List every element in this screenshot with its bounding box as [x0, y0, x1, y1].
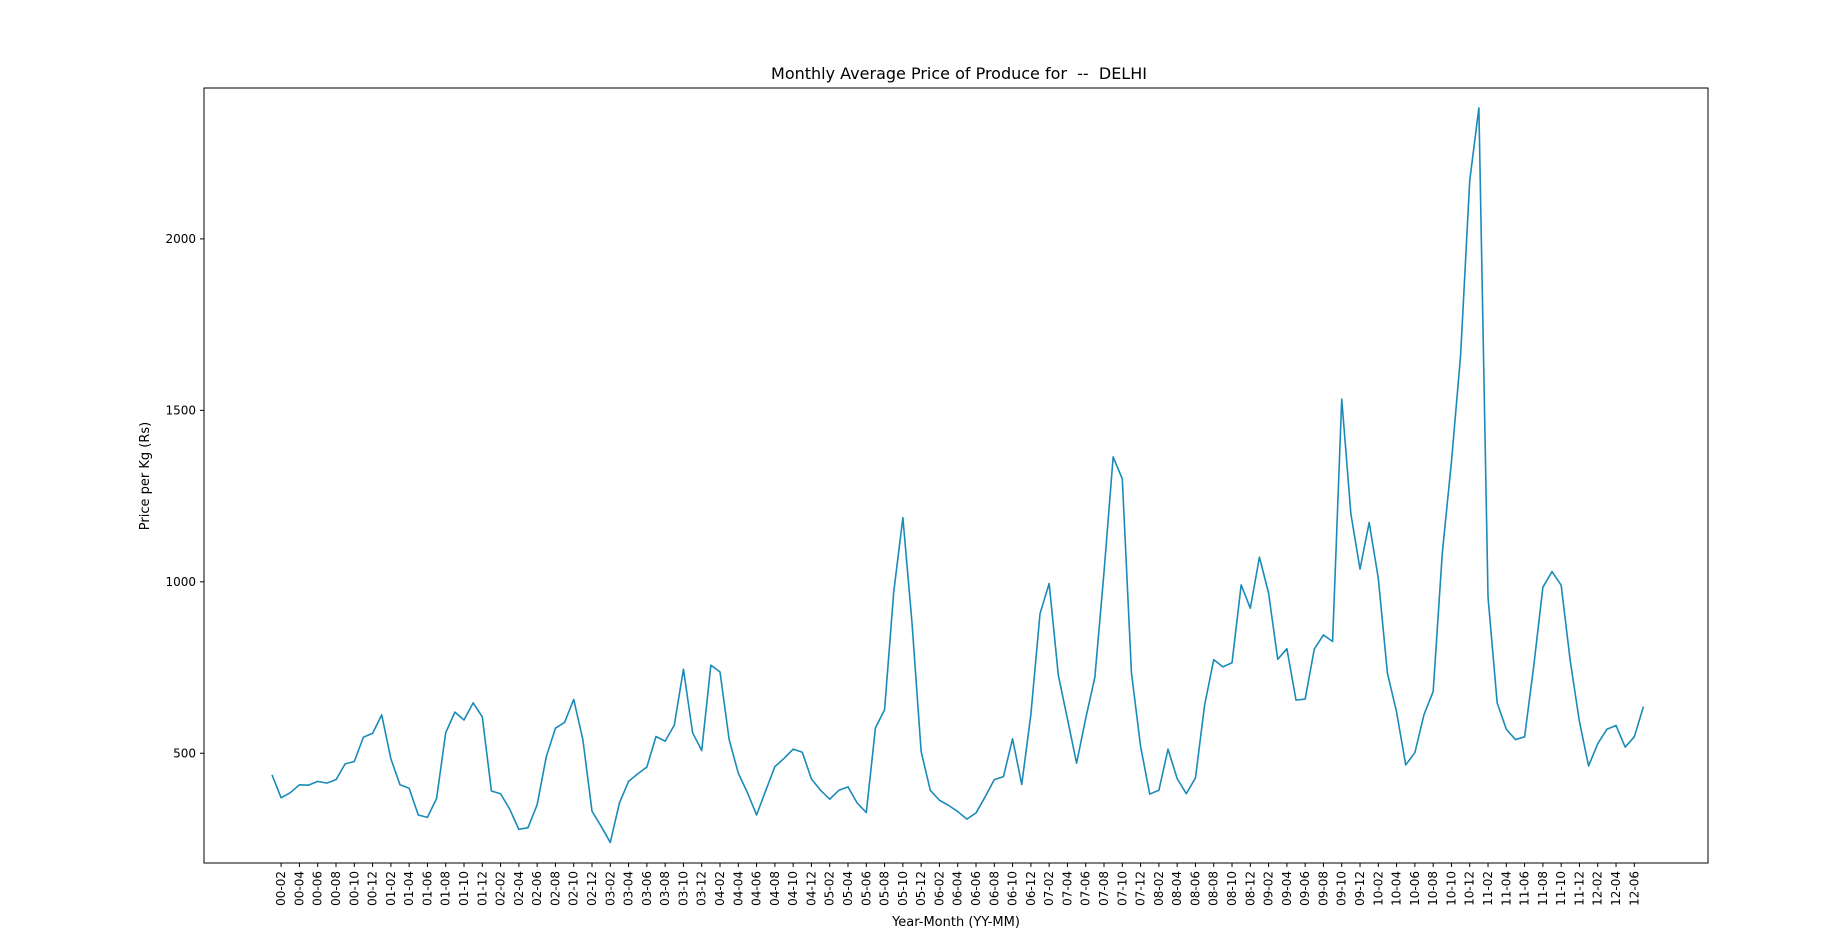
- x-tick-label: 10-12: [1463, 871, 1477, 906]
- x-tick-label: 10-10: [1444, 871, 1458, 906]
- x-tick-label: 00-04: [292, 871, 306, 906]
- chart-title: Monthly Average Price of Produce for -- …: [771, 64, 1147, 83]
- x-tick-label: 11-06: [1518, 871, 1532, 906]
- x-tick-label: 07-12: [1134, 871, 1148, 906]
- x-tick-label: 00-12: [366, 871, 380, 906]
- x-tick-label: 06-06: [969, 871, 983, 906]
- x-tick-label: 04-12: [804, 871, 818, 906]
- x-tick-label: 01-04: [402, 871, 416, 906]
- x-tick-label: 03-12: [695, 871, 709, 906]
- x-tick-label: 05-10: [896, 871, 910, 906]
- x-tick-label: 00-06: [311, 871, 325, 906]
- x-tick-label: 06-12: [1024, 871, 1038, 906]
- x-tick-label: 03-02: [603, 871, 617, 906]
- x-tick-label: 08-06: [1188, 871, 1202, 906]
- x-axis-title: Year-Month (YY-MM): [891, 915, 1020, 930]
- x-tick-label: 07-08: [1097, 871, 1111, 906]
- x-tick-label: 06-08: [987, 871, 1001, 906]
- x-tick-label: 02-10: [567, 871, 581, 906]
- x-tick-label: 03-08: [658, 871, 672, 906]
- y-axis-title: Price per Kg (Rs): [138, 422, 153, 530]
- x-tick-label: 11-02: [1481, 871, 1495, 906]
- x-tick-label: 04-06: [750, 871, 764, 906]
- y-tick-label: 1000: [165, 575, 196, 589]
- y-tick-label: 2000: [165, 232, 196, 246]
- x-tick-label: 10-04: [1390, 871, 1404, 906]
- x-tick-label: 09-08: [1316, 871, 1330, 906]
- x-tick-label: 06-04: [951, 871, 965, 906]
- x-tick-label: 08-08: [1207, 871, 1221, 906]
- y-tick-label: 500: [173, 746, 196, 760]
- x-tick-label: 08-04: [1170, 871, 1184, 906]
- x-tick-label: 08-02: [1152, 871, 1166, 906]
- x-tick-label: 09-06: [1298, 871, 1312, 906]
- x-tick-label: 05-08: [878, 871, 892, 906]
- x-tick-label: 02-02: [494, 871, 508, 906]
- x-tick-label: 11-08: [1536, 871, 1550, 906]
- x-tick-label: 01-08: [439, 871, 453, 906]
- x-tick-label: 01-12: [475, 871, 489, 906]
- x-tick-label: 01-10: [457, 871, 471, 906]
- x-tick-label: 09-12: [1353, 871, 1367, 906]
- x-tick-label: 05-12: [914, 871, 928, 906]
- plot-area-frame: [203, 87, 1709, 864]
- y-tick-label: 1500: [165, 403, 196, 417]
- x-tick-label: 09-04: [1280, 871, 1294, 906]
- x-tick-label: 06-10: [1006, 871, 1020, 906]
- x-tick-label: 03-10: [676, 871, 690, 906]
- x-tick-label: 04-10: [786, 871, 800, 906]
- x-tick-label: 00-02: [274, 871, 288, 906]
- x-tick-label: 09-02: [1262, 871, 1276, 906]
- x-tick-label: 12-04: [1609, 871, 1623, 906]
- x-tick-label: 12-06: [1627, 871, 1641, 906]
- x-tick-label: 02-12: [585, 871, 599, 906]
- price-series-line: [271, 107, 1645, 844]
- x-tick-label: 10-06: [1408, 871, 1422, 906]
- x-axis: 00-02 00-04 00-06 00-08 00-10 00-12 01-02 01-04…: [274, 863, 1641, 906]
- x-tick-label: 04-02: [713, 871, 727, 906]
- x-tick-label: 04-08: [768, 871, 782, 906]
- x-tick-label: 03-04: [622, 871, 636, 906]
- x-tick-label: 05-02: [823, 871, 837, 906]
- x-tick-label: 08-12: [1243, 871, 1257, 906]
- x-tick-label: 01-06: [420, 871, 434, 906]
- x-tick-label: 00-10: [347, 871, 361, 906]
- x-tick-label: 02-08: [548, 871, 562, 906]
- x-tick-label: 10-02: [1371, 871, 1385, 906]
- x-tick-label: 01-02: [384, 871, 398, 906]
- x-tick-label: 07-02: [1042, 871, 1056, 906]
- y-axis: 500 1000 1500 2000: [165, 232, 204, 760]
- x-tick-label: 12-02: [1591, 871, 1605, 906]
- x-tick-label: 07-04: [1060, 871, 1074, 906]
- x-tick-label: 10-08: [1426, 871, 1440, 906]
- x-tick-label: 04-04: [731, 871, 745, 906]
- x-tick-label: 11-04: [1499, 871, 1513, 906]
- x-tick-label: 05-06: [859, 871, 873, 906]
- x-tick-label: 06-02: [932, 871, 946, 906]
- x-tick-label: 09-10: [1335, 871, 1349, 906]
- x-tick-label: 07-10: [1115, 871, 1129, 906]
- x-tick-label: 05-04: [841, 871, 855, 906]
- x-tick-label: 11-10: [1554, 871, 1568, 906]
- x-tick-label: 07-06: [1079, 871, 1093, 906]
- x-tick-label: 02-06: [530, 871, 544, 906]
- x-tick-label: 00-08: [329, 871, 343, 906]
- x-tick-label: 11-12: [1572, 871, 1586, 906]
- x-tick-label: 03-06: [640, 871, 654, 906]
- x-tick-label: 02-04: [512, 871, 526, 906]
- x-tick-label: 08-10: [1225, 871, 1239, 906]
